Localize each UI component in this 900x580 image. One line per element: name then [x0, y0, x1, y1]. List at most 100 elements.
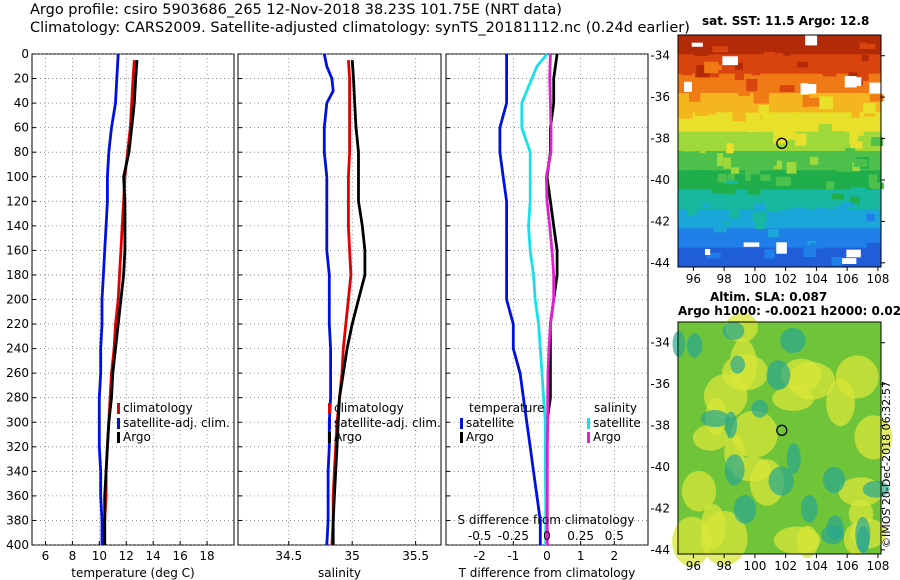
sst-cell [856, 61, 870, 67]
sst-cloud-gap [853, 77, 862, 86]
alt-lat-label: -34 [650, 336, 670, 350]
legend-diff-s-argo-swatch [587, 432, 590, 443]
legend-sal-climatology-swatch [328, 403, 331, 414]
sst-cell [704, 197, 720, 205]
sst-cell [735, 62, 743, 71]
sst-cloud-gap [869, 82, 882, 94]
sst-lon-label: 102 [774, 272, 797, 286]
alt-lon-label: 98 [716, 559, 731, 573]
sst-cell [697, 209, 708, 222]
xtick-label-sdiff: 0 [543, 529, 551, 543]
sst-cell [706, 108, 716, 115]
sst-cell [871, 182, 884, 189]
sst-cell [752, 55, 761, 61]
sst-cell [763, 51, 776, 63]
xtick-label-salinity: 34.5 [275, 549, 302, 563]
sst-cell [734, 69, 744, 81]
sst-cell [822, 153, 836, 162]
sst-cloud-gap [776, 242, 787, 254]
sst-cell [734, 173, 746, 181]
sst-cell [696, 64, 710, 77]
series-temperature-2 [103, 60, 139, 545]
legend-diff-s-argo: Argo [593, 430, 621, 444]
sst-cell [695, 103, 708, 117]
sst-cell [744, 58, 753, 65]
sst-cell [717, 153, 724, 166]
figure-title-line1: Argo profile: csiro 5903686_265 12-Nov-2… [30, 2, 562, 18]
sst-cell [689, 92, 701, 102]
sst-cell [726, 125, 737, 131]
alt-lon-label: 100 [743, 559, 766, 573]
sst-cell [869, 94, 884, 102]
ytick-label: 320 [6, 440, 29, 454]
sst-cell [769, 154, 777, 166]
sst-cell [760, 174, 771, 181]
sst-cell [759, 60, 773, 70]
sst-cell [746, 112, 761, 123]
sst-cell [850, 187, 866, 196]
xlabel-temperature: temperature (deg C) [71, 566, 194, 580]
series-salinity-1 [322, 53, 335, 546]
sst-cell [818, 123, 832, 135]
alt-lon-label: 108 [866, 559, 889, 573]
legend-diff-s-satellite-swatch [587, 418, 590, 429]
alt-lon-label: 102 [774, 559, 797, 573]
sst-cell [746, 106, 762, 117]
legend-sal-climatology: climatology [334, 401, 404, 415]
sst-cell [728, 173, 735, 181]
sst-cell [866, 213, 875, 222]
legend-temp-satellite-adj-swatch [117, 418, 120, 429]
alt-low-eddy [800, 494, 818, 523]
sst-cell [747, 125, 763, 133]
sst-cell [764, 249, 775, 259]
sst-cell [850, 140, 863, 149]
sst-cell [713, 223, 727, 233]
sst-cell [861, 55, 869, 62]
ytick-label: 20 [14, 72, 29, 86]
sst-cell [868, 174, 878, 188]
sst-cloud-gap [846, 249, 861, 258]
ytick-label: 260 [6, 366, 29, 380]
sst-cell [721, 209, 730, 221]
sst-lat-label: -42 [650, 214, 670, 228]
legend-sal-satellite-adj: satellite-adj. clim. [334, 416, 441, 430]
alt-lat-label: -44 [650, 543, 670, 557]
sst-band [678, 247, 881, 268]
alt-high-eddy [781, 358, 822, 392]
legend-sal-argo-swatch [328, 432, 331, 443]
alt-high-eddy [835, 355, 879, 399]
alt-map-frame [677, 321, 882, 555]
sst-cell [849, 131, 857, 144]
alt-low-eddy [724, 454, 745, 486]
sst-cell [730, 167, 740, 180]
sst-cloud-gap [842, 258, 857, 264]
series-difference-2 [520, 53, 549, 545]
alt-low-eddy [733, 494, 757, 524]
alt-high-eddy [700, 510, 748, 566]
legend-diff-t-satellite: satellite [466, 416, 514, 430]
sst-cell [832, 193, 844, 200]
sst-cell [698, 136, 705, 145]
sst-cell [746, 78, 758, 92]
sst-cell [851, 112, 860, 118]
sst-cell [831, 257, 843, 266]
sst-cloud-gap [805, 35, 818, 46]
sst-cell [773, 126, 789, 138]
sst-cell [754, 203, 766, 212]
sst-cloud-gap [800, 83, 809, 95]
altimetry-map-title-1: Altim. SLA: 0.087 [710, 290, 828, 304]
sst-cell [795, 41, 803, 49]
sst-cell [717, 173, 727, 183]
series-difference-0 [498, 54, 542, 545]
sst-lon-label: 108 [866, 272, 889, 286]
sst-cell [706, 252, 721, 259]
ytick-label: 160 [6, 243, 29, 257]
alt-low-eddy [855, 516, 871, 553]
sst-cell [802, 95, 810, 108]
xlabel-top-sdiff: S difference from climatology [458, 513, 635, 527]
plot-frame-salinity [237, 53, 442, 546]
sst-cloud-gap [743, 242, 760, 247]
alt-lat-label: -36 [650, 377, 670, 391]
sst-cell [795, 133, 807, 146]
series-salinity-2 [331, 60, 367, 545]
